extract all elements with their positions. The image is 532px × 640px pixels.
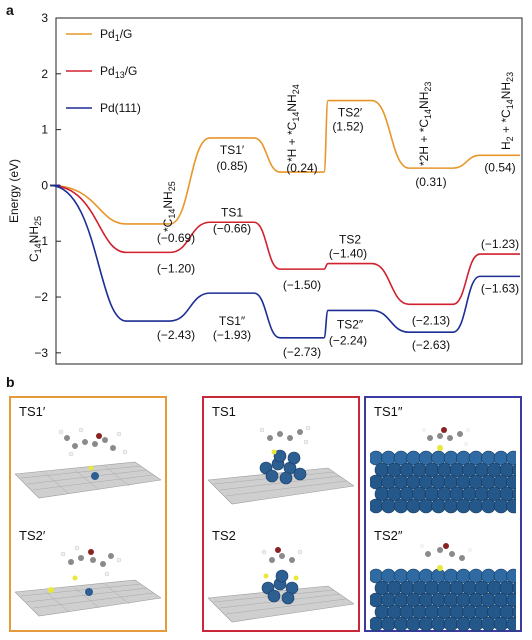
- y-tick-label: 2: [41, 67, 48, 81]
- stage-label: C14NH25: [27, 216, 43, 262]
- molecule-on-graphene-image-2: [15, 545, 161, 617]
- y-tick-label: 0: [41, 178, 48, 192]
- data-label: (−1.23): [481, 237, 519, 251]
- legend-entry: Pd13/G: [100, 64, 137, 80]
- data-label: (−1.93): [213, 328, 251, 342]
- y-tick-label: −3: [34, 346, 48, 360]
- transition-state-label: TS1′: [220, 143, 245, 157]
- y-axis-label: Energy (eV): [7, 159, 21, 223]
- structure-label-ts1-double-prime: TS1″: [374, 404, 403, 419]
- molecule-on-pd-surface-image: [370, 427, 516, 514]
- data-label: (−1.50): [283, 278, 321, 292]
- stage-label: *C14NH25: [161, 181, 177, 232]
- energy-profile-chart: 3 2 1 0 −1 −2 −3 Energy (eV) (−0.69) (0.85) (0.24)…: [7, 11, 523, 365]
- transition-state-label: TS2″: [337, 317, 364, 331]
- series-line-pd111: [49, 184, 520, 339]
- data-label: (0.85): [216, 159, 247, 173]
- legend-entry: Pd1/G: [100, 27, 132, 43]
- plot-frame: [55, 17, 523, 365]
- data-label: (1.52): [332, 120, 363, 134]
- series-line-pd1g: [49, 99, 520, 225]
- stage-label: *2H + *C14NH23: [417, 82, 433, 166]
- data-label: (−1.20): [157, 261, 195, 275]
- y-tick-label: −1: [34, 234, 48, 248]
- data-label: (−2.73): [283, 345, 321, 359]
- data-label: (−1.40): [329, 247, 367, 261]
- structure-panel-pd13-g: TS1 TS2: [202, 396, 360, 632]
- legend-entry: Pd(111): [100, 101, 141, 115]
- structure-panel-pd111: TS1″ TS2″: [364, 396, 522, 632]
- y-tick-label: 1: [41, 123, 48, 137]
- y-tick-label: 3: [41, 11, 48, 25]
- data-label: (−0.66): [213, 221, 251, 235]
- structure-label-ts1: TS1: [212, 404, 236, 419]
- molecule-on-graphene-image: [15, 427, 161, 499]
- cluster-on-graphene-image: [208, 425, 354, 505]
- panel-label-b: b: [6, 374, 15, 390]
- data-label: (−0.69): [157, 231, 195, 245]
- data-label: (−2.24): [329, 333, 367, 347]
- transition-state-label: TS1″: [219, 314, 246, 328]
- data-label: (0.24): [286, 161, 317, 175]
- structure-label-ts2-double-prime: TS2″: [374, 528, 403, 543]
- data-label: (−2.43): [157, 328, 195, 342]
- data-label: (0.31): [415, 175, 446, 189]
- structure-label-ts2-prime: TS2′: [19, 528, 46, 543]
- series-line-pd13g: [49, 184, 520, 306]
- stage-label: H2 + *C14NH23: [499, 72, 515, 150]
- molecule-on-pd-surface-image-2: [370, 543, 516, 632]
- structure-panel-pd1-g: TS1′ TS2′: [9, 396, 167, 632]
- structure-label-ts2: TS2: [212, 528, 236, 543]
- panel-label-a: a: [6, 2, 14, 18]
- data-label: (0.54): [484, 160, 515, 174]
- transition-state-label: TS2′: [338, 106, 363, 120]
- stage-label: *H + *C14NH24: [285, 84, 301, 162]
- data-label: (−2.13): [412, 313, 450, 327]
- structure-label-ts1-prime: TS1′: [19, 404, 46, 419]
- transition-state-label: TS1: [221, 205, 243, 219]
- data-label: (−2.63): [412, 338, 450, 352]
- cluster-on-graphene-image-2: [208, 547, 354, 623]
- y-tick-label: −2: [34, 290, 48, 304]
- transition-state-label: TS2: [339, 233, 361, 247]
- data-label: (−1.63): [481, 281, 519, 295]
